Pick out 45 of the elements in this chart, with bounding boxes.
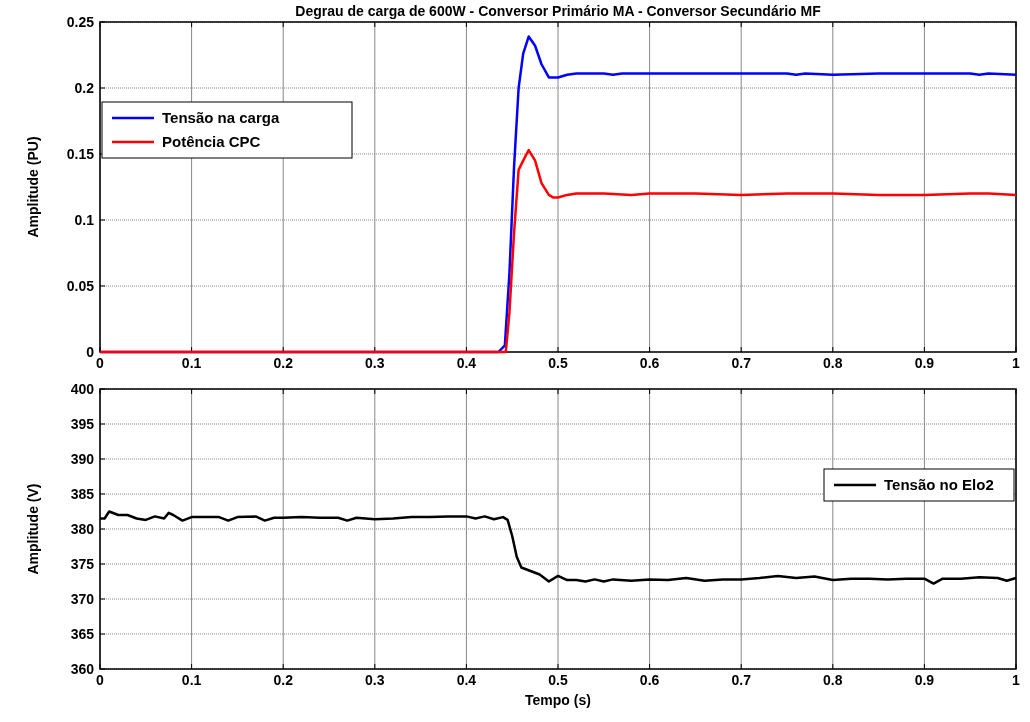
x-tick-label: 1 [1012,672,1021,688]
y-tick-label: 360 [70,661,95,677]
x-tick-label: 0.5 [548,672,568,688]
x-tick-label: 0.8 [823,672,843,688]
x-axis-title: Tempo (s) [525,692,591,708]
chart-title: Degrau de carga de 600W - Conversor Primário MA - Conversor Secundário MF [295,3,822,19]
y-axis-title: Amplitude (PU) [25,136,41,238]
x-tick-label: 0.7 [731,355,752,371]
line-series [98,148,1018,354]
x-tick-label: 0.4 [456,672,477,688]
x-tick-label: 1 [1012,355,1021,371]
y-tick-label: 0.15 [66,146,95,162]
x-tick-label: 0.4 [456,355,477,371]
x-tick-label: 0.6 [639,672,660,688]
y-tick-label: 390 [70,451,95,467]
x-tick-label: 0.1 [181,355,202,371]
y-tick-label: 395 [70,416,95,432]
x-tick-label: 0 [96,355,105,371]
y-tick-label: 380 [70,521,95,537]
x-tick-label: 0.2 [273,672,294,688]
x-tick-label: 0.2 [273,355,294,371]
y-tick-label: 0.05 [66,278,95,294]
x-tick-label: 0.3 [365,672,385,688]
y-tick-label: 0.25 [66,14,95,30]
y-axis-title: Amplitude (V) [25,483,41,575]
x-tick-label: 0.7 [731,672,752,688]
y-tick-label: 0 [86,344,95,360]
x-tick-label: 0.9 [914,355,935,371]
legend-label: Tensão no Elo2 [884,476,994,493]
y-tick-label: 400 [70,381,95,397]
x-tick-label: 0.8 [823,355,843,371]
x-tick-label: 0.9 [914,672,935,688]
x-tick-label: 0.3 [365,355,385,371]
y-tick-label: 385 [70,486,95,502]
y-tick-label: 370 [70,591,95,607]
y-tick-label: 0.1 [74,212,95,228]
x-tick-label: 0 [96,672,105,688]
legend-label: Potência CPC [162,133,261,150]
y-tick-label: 365 [70,626,95,642]
x-tick-label: 0.6 [639,355,660,371]
x-tick-label: 0.1 [181,672,202,688]
y-tick-label: 375 [70,556,95,572]
y-tick-label: 0.2 [74,80,95,96]
x-tick-label: 0.5 [548,355,568,371]
legend-label: Tensão na carga [162,109,280,126]
